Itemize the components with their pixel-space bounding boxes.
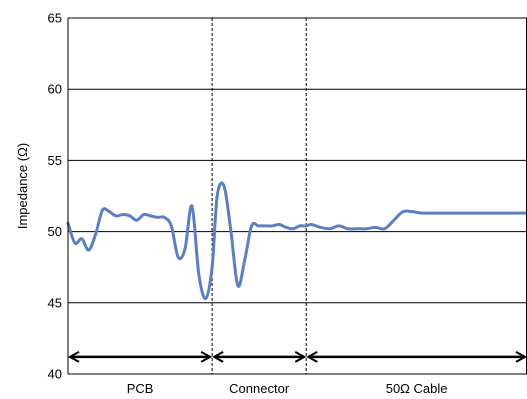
y-axis-label: Impedance (Ω) [15,143,30,229]
y-tick-label: 40 [48,367,62,382]
y-tick-label: 60 [48,82,62,97]
plot-frame [67,17,527,375]
section-label: Connector [229,381,290,396]
section-dividers [211,18,307,374]
section-label: 50Ω Cable [386,381,448,396]
y-tick-label: 45 [48,295,62,310]
impedance-line [66,181,527,301]
y-tick-labels: 40 45 50 55 60 65 [48,11,62,382]
y-tick-label: 55 [48,153,62,168]
grid-lines [68,17,527,375]
section-labels: PCB Connector 50Ω Cable [127,381,448,396]
y-tick-label: 65 [48,11,62,26]
section-label: PCB [127,381,154,396]
y-tick-label: 50 [48,224,62,239]
